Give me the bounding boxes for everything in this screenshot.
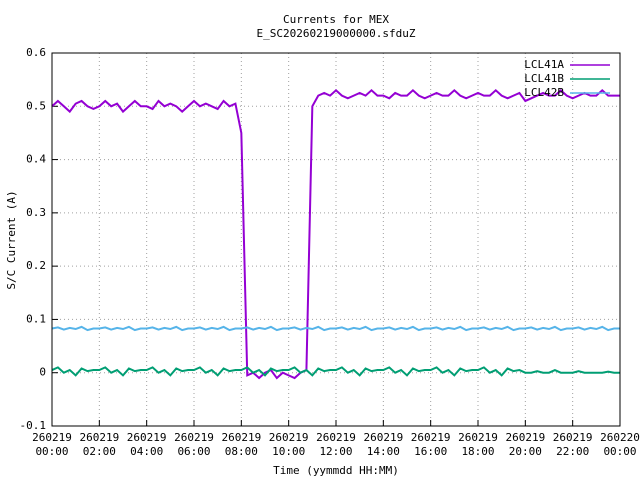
y-tick-label: 0.2 [26,259,46,272]
y-tick-label: 0.3 [26,206,46,219]
chart-subtitle: E_SC20260219000000.sfduZ [257,27,416,40]
y-tick-label: 0.1 [26,312,46,325]
series-line [51,366,620,377]
y-tick-label: -0.1 [20,419,47,432]
x-tick-label: 260220 00:00 [600,431,640,458]
plot-border [51,52,621,427]
y-axis-label: S/C Current (A) [5,190,18,289]
legend-label: LCL41B [524,72,564,85]
legend-label: LCL42B [524,86,564,99]
y-tick-label: 0.6 [26,46,46,59]
x-tick-label: 260219 00:00 [32,431,72,458]
series-line [51,325,620,332]
x-tick-label: 260219 14:00 [363,431,403,458]
x-tick-label: 260219 18:00 [458,431,498,458]
legend-label: LCL41A [524,58,564,71]
x-tick-label: 260219 22:00 [553,431,593,458]
x-tick-label: 260219 12:00 [316,431,356,458]
x-tick-label: 260219 06:00 [174,431,214,458]
y-tick-label: 0.4 [26,153,46,166]
x-tick-label: 260219 08:00 [221,431,261,458]
y-tick-label: 0.5 [26,99,46,112]
y-tick-label: 0 [39,366,46,379]
x-tick-label: 260219 20:00 [505,431,545,458]
series-line [51,88,620,380]
x-tick-label: 260219 04:00 [127,431,167,458]
x-tick-label: 260219 10:00 [269,431,309,458]
x-tick-label: 260219 02:00 [79,431,119,458]
x-axis-label: Time (yymmdd HH:MM) [273,464,399,477]
x-tick-label: 260219 16:00 [411,431,451,458]
chart-title: Currents for MEX [283,13,389,26]
